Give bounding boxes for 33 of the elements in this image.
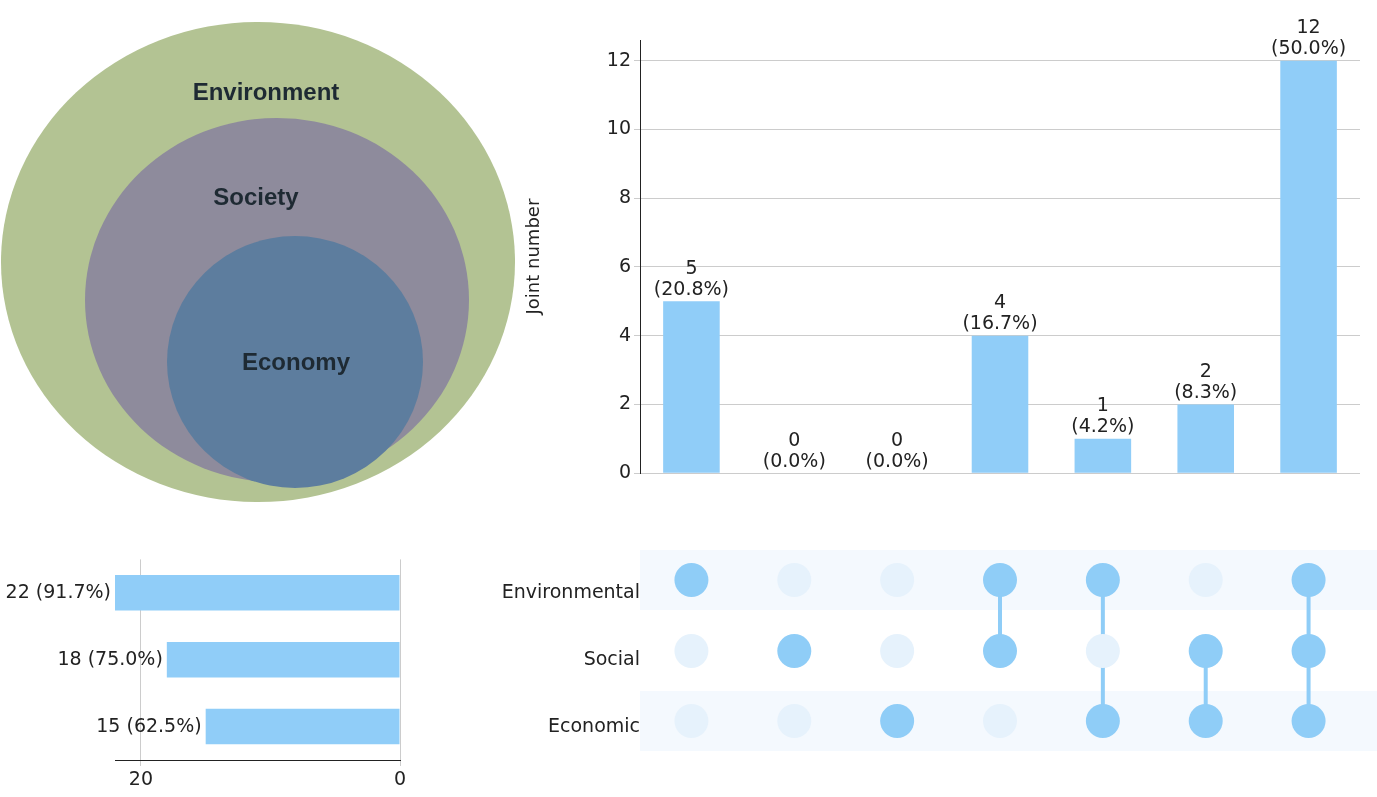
y-tick-label: 0 bbox=[618, 460, 631, 483]
data-label: 5 (20.8%) bbox=[653, 255, 730, 299]
bar bbox=[166, 641, 400, 678]
y-tick-label: 2 bbox=[618, 391, 631, 414]
bar bbox=[971, 335, 1029, 473]
data-label: 0 (0.0%) bbox=[762, 427, 826, 471]
bar bbox=[1177, 404, 1234, 473]
x-tick-label: 20 bbox=[128, 767, 153, 790]
bar bbox=[1280, 60, 1337, 473]
y-tick-label: Economic bbox=[548, 713, 640, 736]
text: Economy bbox=[241, 348, 351, 375]
data-label: 22 (91.7%) bbox=[5, 579, 111, 602]
bar bbox=[205, 708, 400, 745]
data-label: 15 (62.5%) bbox=[96, 713, 202, 736]
data-label: 2 (8.3%) bbox=[1174, 358, 1238, 402]
data-label: 12 (50.0%) bbox=[1270, 15, 1347, 59]
bar bbox=[115, 575, 400, 611]
data-label: 1 (4.2%) bbox=[1071, 393, 1135, 437]
data-label: 18 (75.0%) bbox=[57, 646, 163, 669]
y-tick-label: 4 bbox=[618, 322, 631, 345]
y-tick-label: 10 bbox=[606, 116, 631, 139]
text: Environment bbox=[192, 78, 340, 105]
data-label: 4 (16.7%) bbox=[962, 290, 1038, 334]
data-label: 0 (0.0%) bbox=[865, 427, 929, 471]
y-tick-label: 6 bbox=[618, 253, 631, 276]
y-tick-label: Social bbox=[583, 646, 640, 669]
y-tick-label: 8 bbox=[618, 185, 631, 208]
bar bbox=[663, 301, 720, 473]
bar bbox=[1074, 438, 1132, 473]
text: Society bbox=[213, 183, 300, 210]
y-axis-title: Joint number bbox=[522, 198, 544, 316]
y-tick-label: Environmental bbox=[501, 579, 640, 602]
y-tick-label: 12 bbox=[606, 47, 631, 70]
